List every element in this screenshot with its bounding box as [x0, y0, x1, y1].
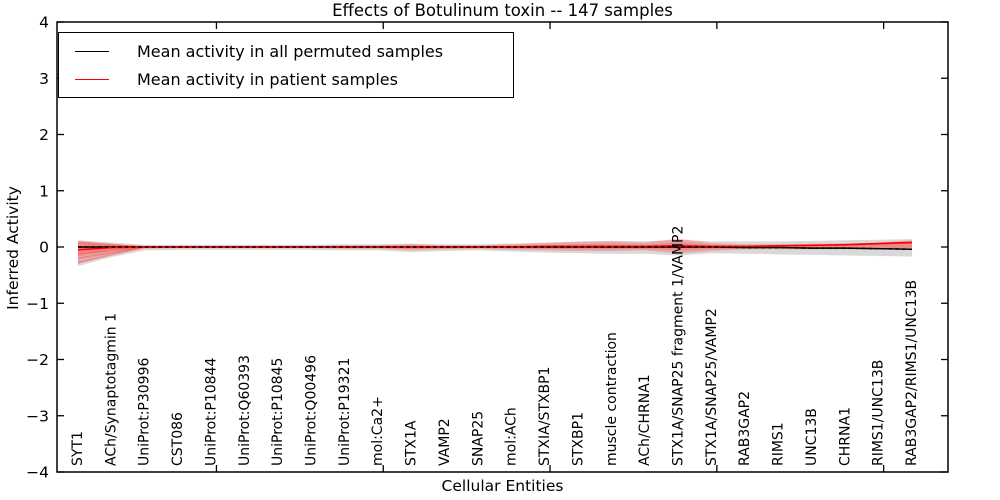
x-category-label: CHRNA1	[837, 407, 853, 466]
legend-line-sample-black	[75, 50, 109, 52]
chart-title: Effects of Botulinum toxin -- 147 sample…	[332, 1, 673, 20]
x-category-label: STXIA/STXBP1	[537, 367, 553, 466]
x-category-label: SNAP25	[470, 411, 486, 466]
x-category-label: UniProt:Q00496	[304, 355, 320, 466]
x-category-label: STX1A/SNAP25 fragment 1/VAMP2	[670, 226, 686, 466]
band-patient-range	[78, 238, 912, 264]
x-category-label: STX1A/SNAP25/VAMP2	[704, 308, 720, 466]
x-category-label: RIMS1	[771, 422, 787, 466]
x-category-label: RAB3GAP2/RIMS1/UNC13B	[904, 280, 920, 466]
y-tick-label: 2	[39, 126, 49, 144]
y-tick-label: 3	[39, 70, 49, 88]
x-axis-label: Cellular Entities	[441, 477, 564, 495]
y-tick-label: −4	[26, 464, 49, 482]
legend-entry-permuted: Mean activity in all permuted samples	[75, 40, 513, 62]
y-tick-label: −2	[26, 351, 49, 369]
x-category-label: ACh/Synaptotagmin 1	[103, 313, 119, 466]
x-category-label: STX1A	[404, 420, 420, 466]
fan-ray	[77, 246, 145, 264]
x-category-label: muscle contraction	[604, 332, 620, 466]
y-tick-label: −3	[26, 407, 49, 425]
band-permuted-range	[78, 239, 912, 267]
legend-entry-patient: Mean activity in patient samples	[75, 68, 513, 90]
x-category-label: CST086	[170, 412, 186, 466]
x-category-label: ACh/CHRNA1	[637, 374, 653, 466]
y-tick-label: −1	[26, 295, 49, 313]
x-category-label: RAB3GAP2	[737, 391, 753, 466]
x-category-label: UniProt:Q60393	[237, 355, 253, 466]
legend-label: Mean activity in all permuted samples	[137, 41, 444, 61]
legend-label: Mean activity in patient samples	[137, 69, 398, 89]
y-axis-label: Inferred Activity	[4, 186, 22, 310]
x-category-label: UNC13B	[804, 408, 820, 466]
fan-ray	[77, 241, 145, 248]
y-tick-label: 1	[39, 182, 49, 200]
x-category-label: VAMP2	[437, 418, 453, 466]
x-category-label: mol:Ca2+	[370, 396, 386, 466]
x-category-label: UniProt:P30996	[137, 358, 153, 466]
x-category-label: UniProt:P10844	[203, 358, 219, 466]
fan-ray	[77, 246, 145, 255]
legend: Mean activity in all permuted samples Me…	[58, 32, 514, 98]
fan-ray	[77, 246, 145, 259]
x-category-label: SYT1	[70, 431, 86, 466]
x-category-label: UniProt:P10845	[270, 358, 286, 466]
x-category-label: STXBP1	[570, 412, 586, 466]
y-tick-label: 0	[39, 239, 49, 257]
x-category-label: RIMS1/UNC13B	[871, 360, 887, 466]
line-permuted-dashed	[78, 246, 913, 250]
y-tick-label: 4	[39, 14, 49, 32]
x-category-label: mol:ACh	[504, 407, 520, 466]
x-category-label: UniProt:P19321	[337, 358, 353, 466]
legend-line-sample-red	[75, 78, 109, 80]
